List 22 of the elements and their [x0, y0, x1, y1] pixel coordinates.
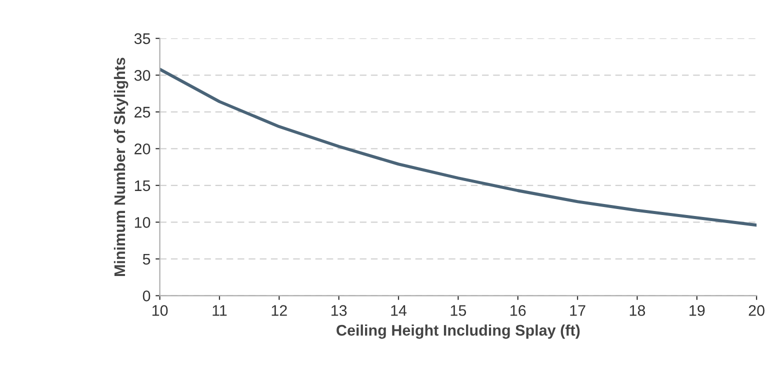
- x-tick-label: 13: [332, 305, 347, 316]
- x-tick-label: 19: [690, 305, 705, 316]
- y-tick-label: 25: [134, 106, 150, 118]
- line-series: [160, 68, 757, 227]
- y-tick-label: 10: [134, 217, 150, 228]
- x-tick-label: 20: [748, 305, 764, 316]
- x-axis-title: Ceiling Height Including Splay (ft): [336, 324, 580, 339]
- y-tick-label: 0: [142, 290, 150, 302]
- x-tick-label: 11: [212, 305, 227, 316]
- y-tick-label: 5: [142, 254, 150, 265]
- y-tick-label: 35: [134, 33, 150, 44]
- x-tick-label: 10: [152, 305, 168, 316]
- y-tick-label: 15: [134, 180, 150, 192]
- x-tick-label: 15: [450, 305, 466, 316]
- x-tick-label: 16: [510, 305, 526, 316]
- x-tick-label: 14: [391, 305, 407, 316]
- y-tick-label: 20: [134, 144, 150, 154]
- x-tick-label: 12: [272, 305, 287, 316]
- y-tick-label: 30: [134, 70, 150, 81]
- x-tick-label: 17: [570, 305, 586, 316]
- x-tick-label: 18: [630, 305, 646, 316]
- y-axis-title: Minimum Number of Skylights: [114, 58, 128, 276]
